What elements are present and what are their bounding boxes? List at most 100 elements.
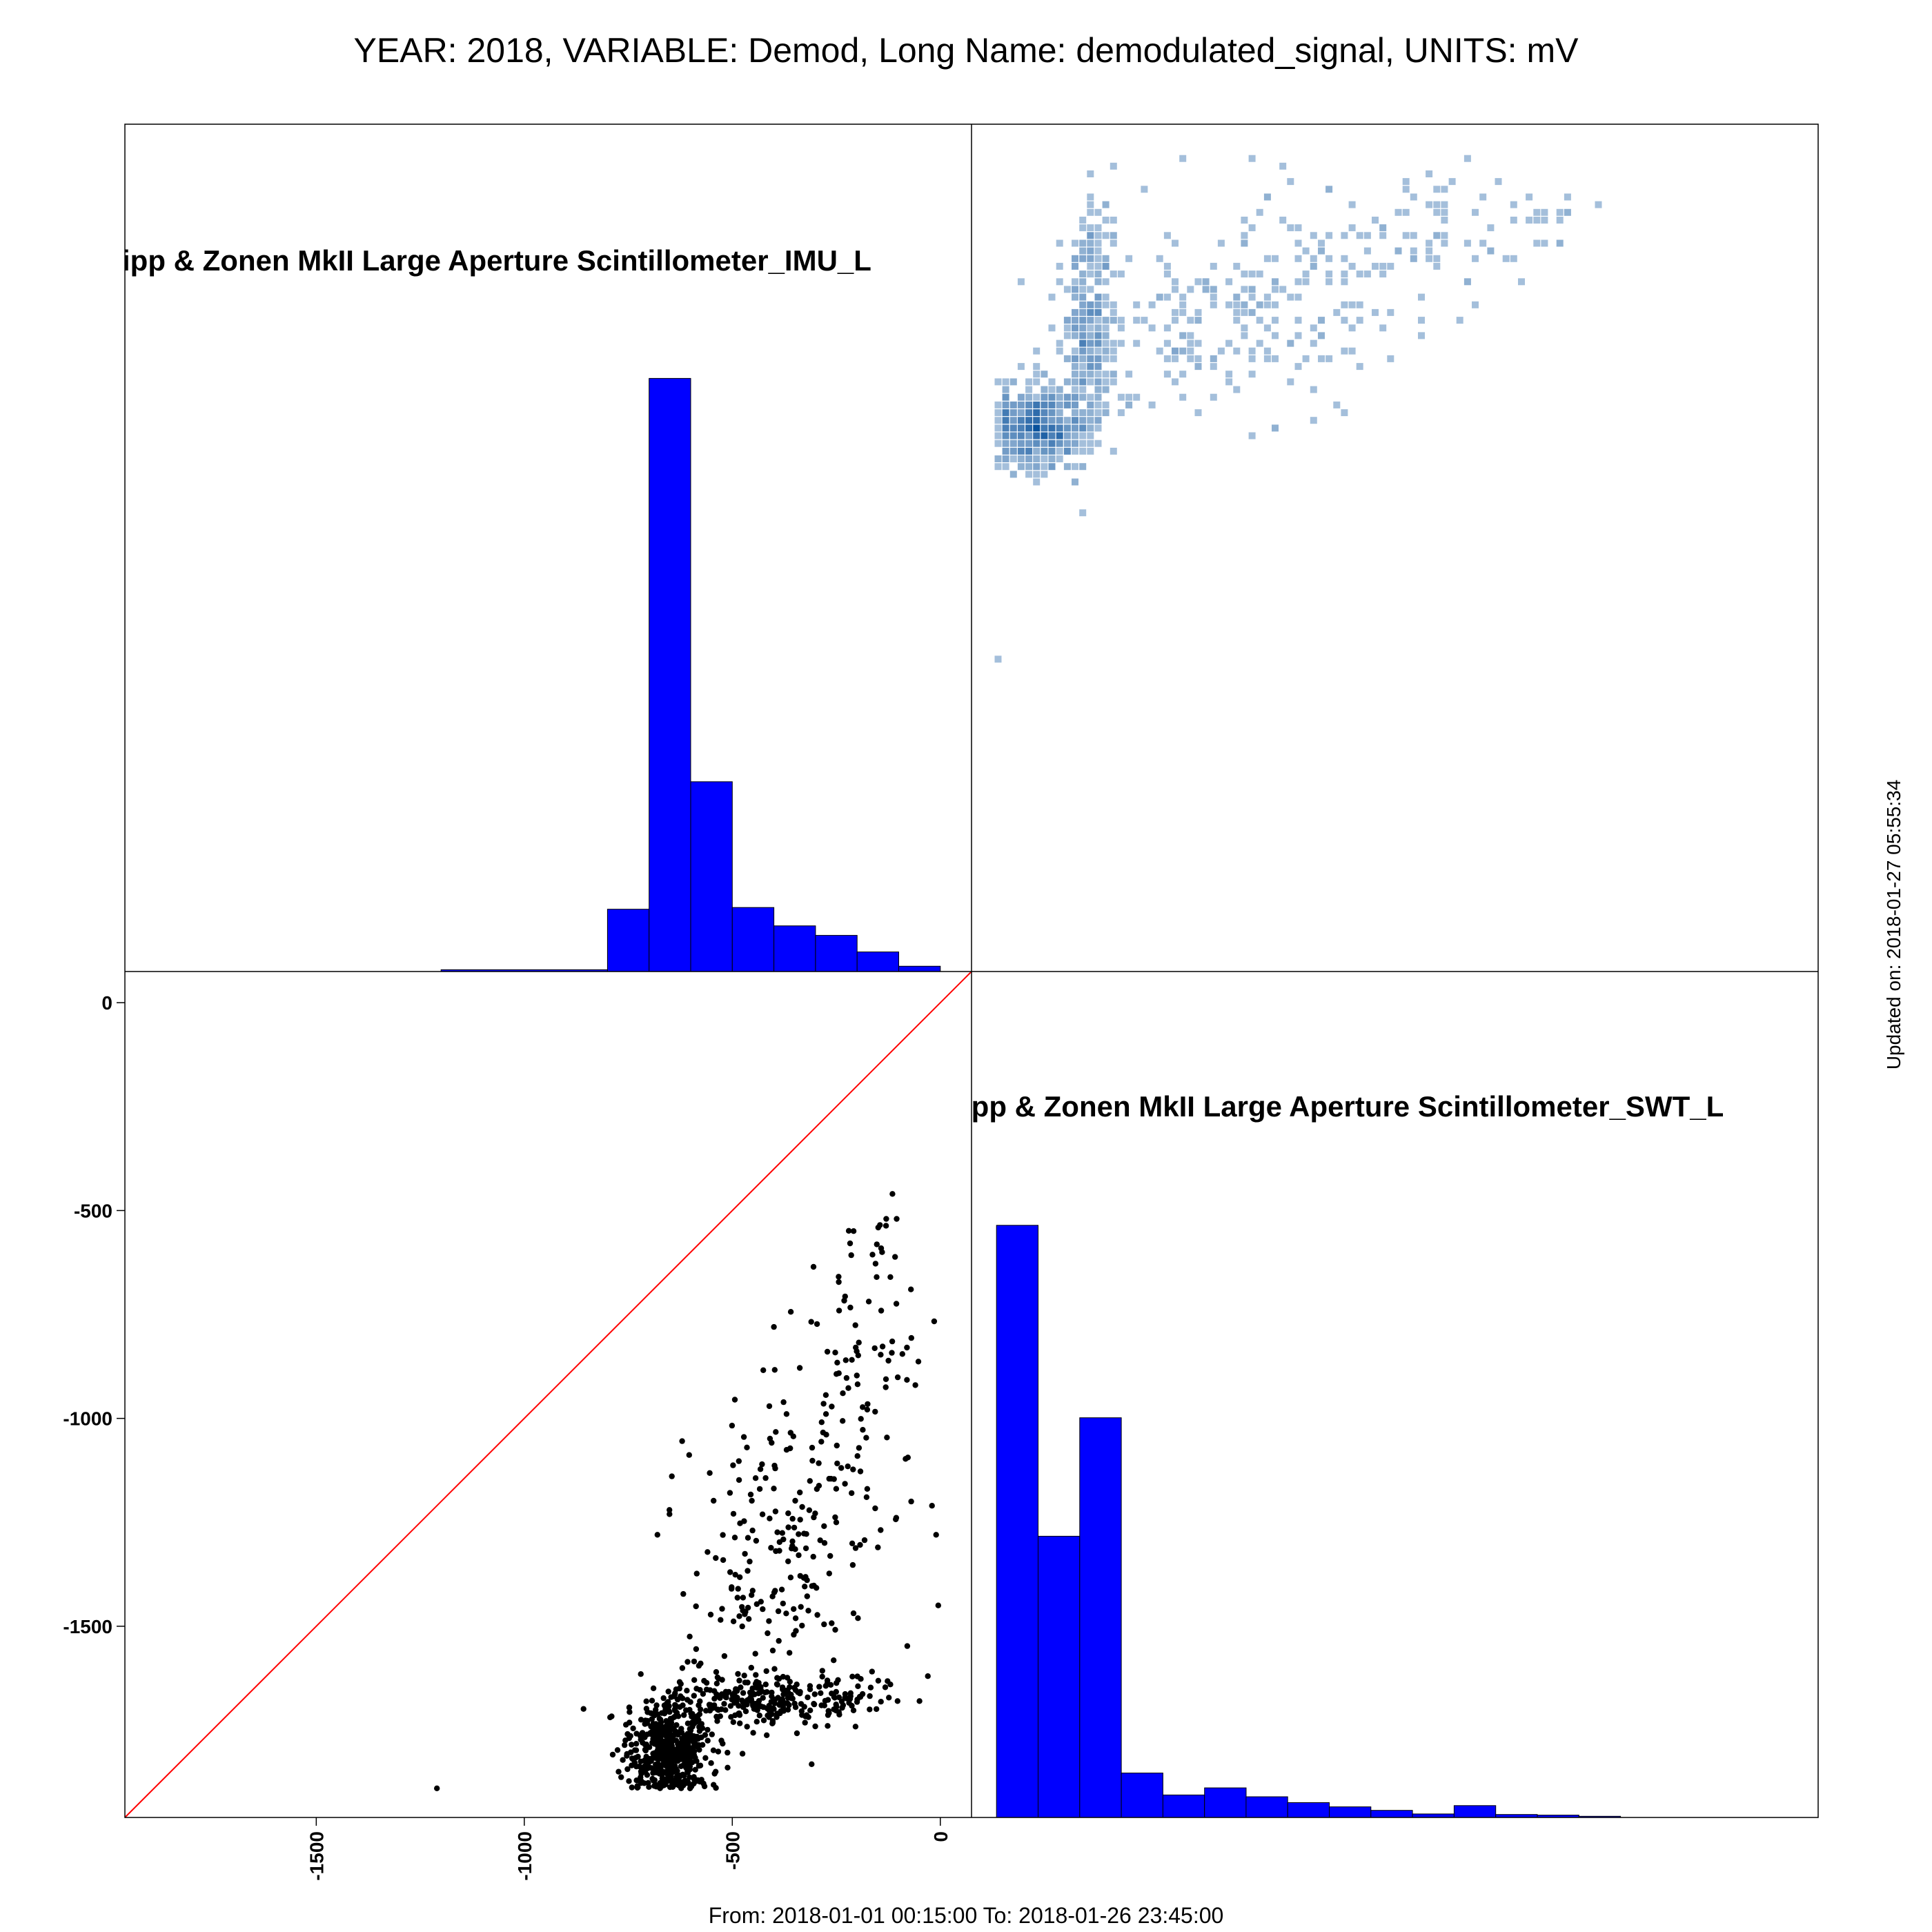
scatter-point — [899, 1351, 906, 1357]
scatter-point — [614, 1747, 621, 1753]
scatter-point — [671, 1726, 678, 1733]
scatter-point — [912, 1382, 918, 1388]
scatter-point — [821, 1621, 827, 1628]
scatter-point — [740, 1595, 747, 1601]
density-cell — [1172, 308, 1179, 316]
density-cell — [1063, 324, 1071, 332]
scatter-point — [656, 1761, 662, 1768]
density-cell — [1172, 347, 1179, 355]
density-cell — [1087, 339, 1094, 347]
density-cell — [1279, 286, 1287, 293]
scatter-point — [847, 1240, 854, 1247]
density-cell — [1048, 432, 1056, 440]
scatter-point — [793, 1730, 800, 1737]
scatter-point — [836, 1308, 842, 1314]
density-cell — [1163, 293, 1171, 301]
scatter-point — [629, 1742, 635, 1748]
density-cell — [1079, 239, 1087, 247]
density-cell — [1002, 463, 1009, 471]
density-cell — [1272, 332, 1279, 339]
density-cell — [1063, 393, 1071, 401]
scatter-point — [746, 1616, 752, 1622]
scatter-point — [857, 1468, 864, 1475]
scatter-point — [686, 1452, 692, 1458]
density-cell — [1009, 432, 1017, 440]
density-cell — [1087, 239, 1094, 247]
density-cell — [1379, 262, 1387, 270]
density-cell — [1172, 378, 1179, 386]
scatter-point — [696, 1746, 702, 1753]
histogram-bar — [731, 907, 775, 972]
density-cell — [1510, 201, 1517, 208]
histogram-bar — [1079, 1417, 1122, 1818]
density-cell — [1025, 417, 1033, 424]
density-cell — [1341, 347, 1348, 355]
density-cell — [1009, 417, 1017, 424]
scatter-point — [758, 1703, 765, 1710]
density-cell — [1048, 393, 1056, 401]
scatter-point — [751, 1704, 758, 1711]
density-cell — [1356, 270, 1363, 278]
scatter-point — [818, 1690, 824, 1696]
density-cell — [1079, 286, 1087, 293]
scatter-point — [824, 1348, 831, 1355]
scatter-point — [738, 1684, 744, 1690]
histogram-bar — [607, 909, 650, 972]
density-cell — [1263, 255, 1271, 262]
scatter-point — [817, 1537, 823, 1544]
scatter-point — [676, 1781, 682, 1788]
density-cell — [1179, 393, 1187, 401]
density-cell — [1072, 386, 1078, 393]
density-cell — [1341, 232, 1348, 239]
scatter-point — [745, 1568, 751, 1574]
scatter-point — [700, 1690, 707, 1697]
density-cell — [1079, 440, 1087, 447]
scatter-point — [879, 1343, 886, 1350]
scatter-point — [809, 1457, 816, 1464]
density-cell — [1087, 270, 1094, 278]
scatter-point — [850, 1707, 857, 1713]
scatter-point — [638, 1717, 644, 1723]
density-cell — [1041, 424, 1048, 432]
density-cell — [1418, 332, 1425, 339]
scatter-point — [833, 1707, 839, 1714]
scatter-point — [735, 1670, 741, 1677]
scatter-point — [845, 1228, 852, 1234]
scatter-point — [827, 1552, 834, 1559]
density-cell — [1033, 424, 1041, 432]
scatter-point — [807, 1686, 814, 1693]
density-cell — [1102, 232, 1110, 239]
density-cell — [1072, 409, 1078, 417]
density-cell — [1002, 401, 1009, 408]
density-cell — [1248, 347, 1256, 355]
density-cell — [1079, 224, 1087, 232]
scatter-point — [756, 1486, 763, 1492]
scatter-point — [772, 1508, 779, 1515]
density-cell — [1072, 463, 1078, 471]
density-cell — [1333, 308, 1341, 316]
scatter-point — [749, 1592, 755, 1598]
density-cell — [1325, 355, 1333, 362]
density-cell — [994, 432, 1002, 440]
scatter-point — [773, 1429, 779, 1435]
density-cell — [1009, 471, 1017, 478]
density-cell — [1179, 347, 1187, 355]
density-cell — [1533, 239, 1541, 247]
scatter-point — [796, 1552, 802, 1559]
scatter-point — [679, 1695, 686, 1702]
density-cell — [1033, 409, 1041, 417]
density-cell — [1087, 393, 1094, 401]
scatter-point — [683, 1707, 689, 1713]
scatter-point — [693, 1570, 700, 1577]
scatter-point — [791, 1606, 797, 1613]
scatter-point — [739, 1751, 746, 1757]
y-tick-label: 0 — [101, 992, 112, 1014]
scatter-point — [812, 1510, 818, 1517]
density-cell — [1025, 440, 1033, 447]
density-cell — [1063, 424, 1071, 432]
scatter-point — [784, 1675, 791, 1681]
density-cell — [1163, 324, 1171, 332]
density-cell — [1194, 308, 1202, 316]
density-cell — [1110, 232, 1117, 239]
density-cell — [1102, 355, 1110, 362]
